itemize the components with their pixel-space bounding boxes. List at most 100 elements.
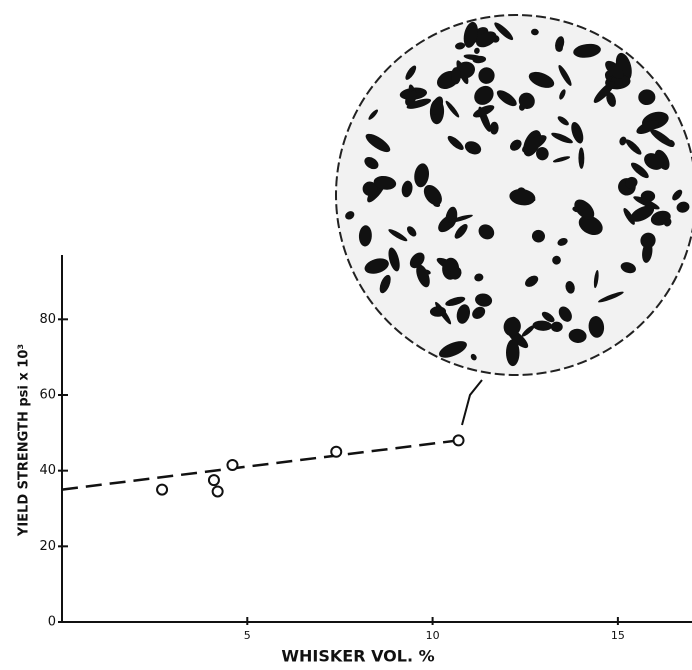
micrograph-blob (416, 264, 430, 288)
y-tick-label: 80 (39, 312, 56, 327)
micrograph-blob (676, 201, 690, 213)
micrograph-blob (541, 311, 555, 323)
micrograph-blob (568, 328, 587, 343)
micrograph-blob (472, 306, 486, 319)
micrograph-blob (405, 90, 417, 106)
micrograph-blob (379, 274, 391, 294)
micrograph-blob (464, 141, 482, 155)
micrograph-blob (474, 85, 494, 105)
micrograph-blob (368, 109, 379, 120)
micrograph-blob (649, 128, 674, 148)
micrograph-blob (406, 226, 417, 237)
micrograph-blob (470, 353, 477, 361)
micrograph-blob (475, 293, 493, 307)
micrograph-blob (431, 96, 444, 115)
micrograph-blob (445, 100, 460, 118)
micrograph-blob (588, 316, 605, 338)
micrograph-blob (532, 320, 553, 331)
micrograph-blob (623, 208, 635, 225)
micrograph-blob (438, 341, 467, 358)
micrograph-blob (364, 258, 389, 274)
micrograph-blob (429, 306, 447, 317)
micrograph-blob (598, 291, 624, 303)
micrograph-blob (445, 296, 466, 306)
micrograph-blob (345, 211, 355, 220)
micrograph-blob (593, 80, 616, 103)
micrograph-blob (401, 180, 413, 198)
micrograph-blob (571, 121, 584, 144)
micrograph-blob (574, 199, 595, 220)
micrograph-blob (463, 21, 478, 48)
micrograph-blob (630, 162, 649, 179)
micrograph-blob (550, 321, 563, 333)
micrograph (335, 14, 692, 426)
micrograph-blob (463, 54, 484, 61)
micrograph-blob (558, 306, 572, 322)
micrograph-blob (406, 98, 432, 109)
data-point (156, 483, 169, 496)
micrograph-blob (473, 105, 495, 118)
micrograph-blob (388, 229, 408, 242)
micrograph-blob (373, 175, 397, 190)
micrograph-blob (557, 237, 568, 246)
micrograph-blob (606, 92, 616, 107)
x-tick-label: 5 (244, 629, 251, 642)
micrograph-blob (521, 325, 535, 337)
data-point (226, 458, 239, 471)
micrograph-blob (456, 304, 471, 324)
micrograph-blob (528, 71, 555, 88)
micrograph-blob (551, 132, 573, 144)
micrograph-blob (365, 133, 391, 153)
micrograph-blob (414, 163, 430, 188)
micrograph-blob (364, 157, 379, 170)
micrograph-blob (619, 136, 627, 146)
micrograph-blob (478, 224, 495, 240)
micrograph-blob (522, 135, 547, 153)
trend-line (61, 439, 459, 491)
micrograph-blob (578, 215, 603, 235)
micrograph-blob (409, 252, 425, 269)
y-tick-label: 40 (39, 463, 56, 478)
micrograph-blob (451, 67, 461, 85)
micrograph-blob (474, 47, 480, 54)
micrograph-blob (565, 280, 575, 294)
y-tick-label: 20 (39, 539, 56, 554)
micrograph-blob (447, 214, 473, 223)
micrograph-blob (536, 147, 549, 161)
micrograph-blob (593, 270, 599, 289)
micrograph-blob (447, 135, 464, 151)
micrograph-blob (454, 224, 468, 239)
micrograph-blob (476, 31, 497, 48)
micrograph-blob (625, 139, 642, 155)
micrograph-blob (672, 189, 683, 201)
micrograph-blob (640, 232, 656, 249)
micrograph-blob (525, 275, 539, 287)
micrograph-blob (557, 116, 569, 126)
micrograph-blob (605, 60, 624, 79)
data-point (207, 474, 220, 487)
micrograph-blob (578, 147, 585, 169)
data-point (211, 485, 224, 498)
micrograph-blob (358, 225, 372, 247)
micrograph-blob (620, 262, 636, 274)
micrograph-blob (642, 241, 653, 263)
micrograph-blob (555, 44, 563, 52)
micrograph-blob (518, 92, 535, 110)
micrograph-blob (489, 121, 499, 135)
micrograph-blob (644, 153, 664, 170)
micrograph-blob (423, 184, 442, 206)
micrograph-blob (630, 205, 655, 222)
micrograph-blob (531, 229, 545, 243)
x-tick-label: 10 (426, 629, 440, 642)
micrograph-blob (509, 139, 522, 151)
micrograph-blob (506, 339, 520, 367)
data-point (330, 445, 343, 458)
micrograph-blob (496, 90, 517, 107)
data-point (452, 434, 465, 447)
micrograph-blob (552, 255, 561, 265)
x-axis-label: WHISKER VOL. % (281, 647, 434, 666)
micrograph-blob (405, 65, 417, 80)
micrograph-blob (503, 317, 521, 337)
micrograph-blob (388, 247, 400, 272)
